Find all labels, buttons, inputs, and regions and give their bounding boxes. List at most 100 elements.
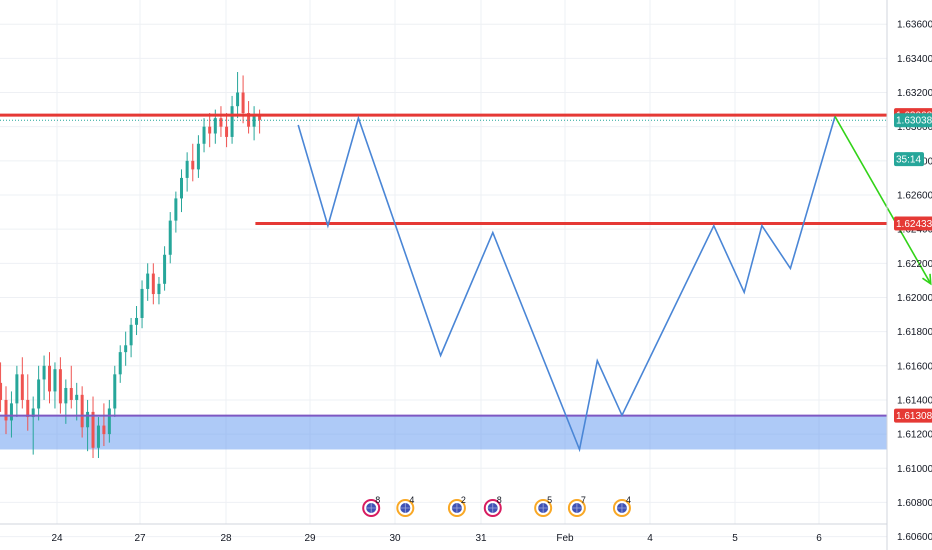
candle-body	[20, 374, 24, 400]
candle-body	[140, 288, 144, 318]
time-tick-label: 4	[647, 533, 653, 544]
candle-body	[31, 408, 35, 418]
price-tick-label: 1.60600	[897, 532, 932, 543]
time-axis[interactable]: 24 27 28 29 30 31 Feb 4 5 6	[51, 533, 822, 544]
axes-layer	[0, 0, 888, 550]
globe-meridian	[451, 503, 462, 513]
candle-body	[75, 394, 79, 400]
price-tag-label: 35:14	[896, 155, 921, 166]
events-layer: 8 4 2 8 5 7 4	[362, 495, 631, 517]
level-lines-layer	[0, 113, 887, 417]
economic-event[interactable]: 7	[567, 495, 586, 517]
economic-event[interactable]: 4	[612, 495, 631, 517]
price-tick-label: 1.63200	[897, 88, 932, 99]
time-tick-label: 28	[220, 533, 232, 544]
event-count: 8	[497, 495, 502, 505]
price-tick-label: 1.61200	[897, 430, 932, 441]
economic-event[interactable]: 8	[483, 495, 502, 517]
economic-event[interactable]: 2	[447, 495, 466, 517]
price-tick-label: 1.61400	[897, 395, 932, 406]
price-tag-bg	[894, 216, 932, 231]
candle-body	[64, 387, 68, 404]
price-tick-label: 1.63000	[897, 122, 932, 133]
candle-body	[118, 352, 122, 375]
price-tick-label: 1.62600	[897, 190, 932, 201]
candle-body	[213, 118, 217, 134]
globe-meridian	[400, 503, 411, 513]
candle-body	[9, 403, 13, 421]
candle-body	[168, 220, 172, 255]
price-tag-bg	[894, 408, 932, 423]
candle-body	[80, 394, 84, 428]
candle-body	[230, 106, 234, 137]
price-tag: 1.62433	[894, 216, 932, 231]
event-count: 5	[547, 495, 552, 505]
economic-event[interactable]: 8	[362, 495, 380, 517]
globe-meridian	[487, 503, 498, 513]
candle-body	[48, 365, 52, 392]
economic-event[interactable]: 4	[396, 495, 414, 517]
candle-body	[219, 118, 223, 127]
candle-body	[129, 324, 133, 346]
projection-path[interactable]	[297, 115, 836, 453]
price-tag-label: 1.62433	[896, 219, 932, 230]
candle-body	[236, 92, 240, 107]
candle-body	[96, 425, 100, 448]
candle-body	[53, 369, 57, 392]
forecast-arrow[interactable]	[834, 116, 932, 285]
event-count: 7	[581, 495, 586, 505]
support-zone-layer	[0, 415, 887, 450]
time-tick-label: 5	[732, 533, 738, 544]
candle-body	[69, 387, 73, 400]
candle-body	[4, 399, 8, 421]
price-tick-label: 1.61000	[897, 464, 932, 475]
candle-body	[15, 374, 19, 404]
grid	[0, 0, 887, 538]
time-tick-label: 27	[134, 533, 146, 544]
candle-body	[225, 126, 229, 137]
candle-body	[185, 160, 189, 178]
price-tag-bg	[894, 113, 932, 128]
candle-body	[258, 116, 262, 120]
candle-body	[107, 408, 111, 435]
candle-body	[42, 365, 46, 380]
event-count: 2	[461, 495, 466, 505]
candle-body	[241, 92, 245, 114]
candle-body	[157, 283, 161, 295]
time-tick-label: 30	[389, 533, 401, 544]
globe-meridian	[538, 503, 549, 513]
event-count: 8	[375, 495, 380, 505]
price-tick-label: 1.60800	[897, 498, 932, 509]
candle-body	[135, 317, 139, 325]
candle-body	[247, 113, 251, 127]
projection-layer	[297, 115, 932, 453]
candle-body	[113, 374, 117, 409]
price-tick-label: 1.61800	[897, 327, 932, 338]
event-count: 4	[626, 495, 631, 505]
globe-meridian	[571, 503, 582, 513]
price-tick-label: 1.63400	[897, 54, 932, 65]
price-tick-label: 1.63600	[897, 20, 932, 31]
price-tag-label: 1.61308	[896, 411, 932, 422]
candles-layer	[0, 72, 262, 459]
time-tick-label: 24	[51, 533, 63, 544]
candle-body	[208, 126, 212, 134]
time-tick-label: 31	[475, 533, 487, 544]
economic-event[interactable]: 5	[534, 495, 552, 517]
candle-body	[191, 160, 195, 170]
candle-body	[26, 399, 30, 418]
candle-body	[146, 273, 150, 289]
candle-body	[0, 382, 3, 400]
candle-body	[58, 369, 62, 404]
price-tag: 35:14	[894, 152, 924, 167]
price-tick-label: 1.62000	[897, 293, 932, 304]
price-tag-bg	[894, 152, 924, 167]
event-count: 4	[409, 495, 414, 505]
candle-body	[196, 143, 200, 170]
time-tick-label: Feb	[556, 533, 574, 544]
candle-body	[151, 273, 155, 295]
time-tick-label: 6	[816, 533, 822, 544]
globe-meridian	[366, 503, 377, 513]
support-zone[interactable]	[0, 415, 887, 450]
